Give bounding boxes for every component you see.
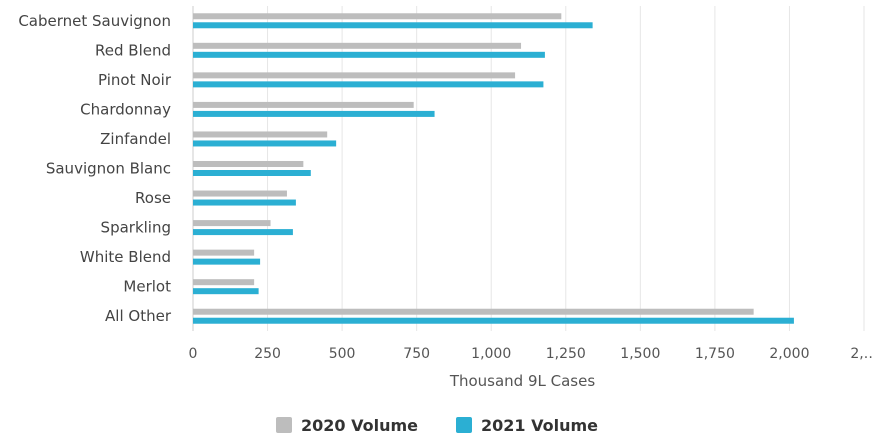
chart-canvas: 0 250 500 750 1,000 1,250 1,500 1,750 2,000 2,… Ca… bbox=[18, 6, 874, 390]
bar bbox=[193, 51, 545, 58]
bar bbox=[193, 279, 255, 286]
x-tick-label: 1,000 bbox=[471, 346, 511, 362]
x-tick-label: 500 bbox=[329, 346, 356, 362]
bar bbox=[193, 308, 754, 315]
bar bbox=[193, 288, 259, 295]
bar bbox=[193, 161, 304, 167]
category-label: Merlot bbox=[123, 278, 171, 296]
category-label: All Other bbox=[105, 307, 172, 325]
x-tick-label: 250 bbox=[254, 346, 281, 362]
category-label: Chardonnay bbox=[80, 100, 171, 118]
bar bbox=[193, 258, 261, 265]
legend-item-2020[interactable]: 2020 Volume bbox=[276, 416, 418, 435]
bar bbox=[193, 101, 414, 108]
legend-swatch-2021 bbox=[456, 417, 472, 433]
bar bbox=[193, 229, 293, 236]
bar bbox=[193, 199, 296, 206]
legend-label-2021: 2021 Volume bbox=[481, 415, 598, 435]
category-label: Cabernet Sauvignon bbox=[18, 12, 171, 30]
category-label: Sparkling bbox=[101, 219, 171, 237]
category-label: Rose bbox=[135, 189, 171, 207]
bar bbox=[193, 22, 593, 29]
bar bbox=[193, 140, 337, 147]
x-tick-label: 1,500 bbox=[620, 346, 660, 362]
bar bbox=[193, 81, 544, 88]
category-label: White Blend bbox=[80, 248, 171, 266]
bar bbox=[193, 13, 562, 20]
bar bbox=[193, 110, 435, 117]
x-tick-label: 2,… bbox=[850, 346, 874, 362]
bar bbox=[193, 317, 794, 324]
x-axis-title: Thousand 9L Cases bbox=[449, 372, 596, 390]
category-label: Red Blend bbox=[95, 41, 171, 59]
bar bbox=[193, 72, 516, 79]
x-tick-label: 2,000 bbox=[769, 346, 809, 362]
bar bbox=[193, 131, 328, 138]
bar bbox=[193, 190, 287, 197]
bar bbox=[193, 170, 311, 176]
category-label: Pinot Noir bbox=[98, 71, 172, 89]
bar bbox=[193, 220, 271, 227]
bar bbox=[193, 42, 522, 49]
legend-label-2020: 2020 Volume bbox=[301, 415, 418, 435]
bar bbox=[193, 249, 255, 256]
category-label: Sauvignon Blanc bbox=[46, 160, 171, 178]
legend: 2020 Volume 2021 Volume bbox=[0, 414, 874, 436]
x-tick-label: 750 bbox=[403, 346, 430, 362]
category-label: Zinfandel bbox=[100, 130, 171, 148]
x-tick-label: 0 bbox=[189, 346, 198, 362]
legend-swatch-2020 bbox=[276, 417, 292, 433]
legend-item-2021[interactable]: 2021 Volume bbox=[456, 416, 598, 435]
x-tick-label: 1,750 bbox=[695, 346, 735, 362]
x-tick-label: 1,250 bbox=[546, 346, 586, 362]
